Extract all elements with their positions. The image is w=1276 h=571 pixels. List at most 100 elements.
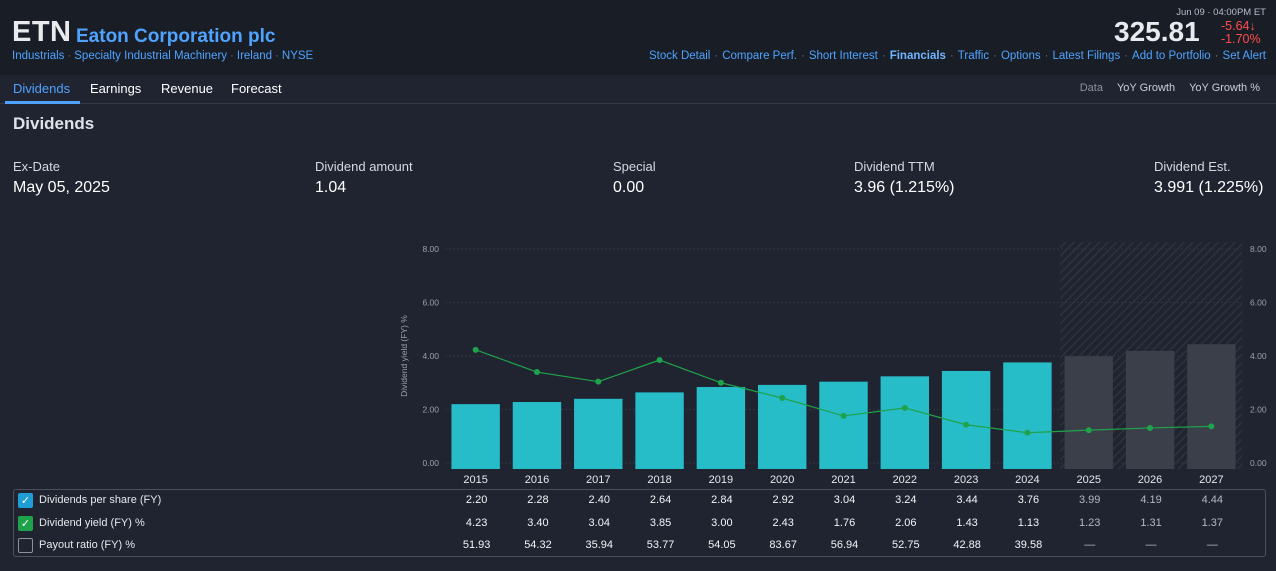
series-data-table: ✓ Dividends per share (FY) 2.20 2.28 2.40 2.6… bbox=[13, 489, 1266, 557]
series-value-2024: 3.76 bbox=[1017, 494, 1040, 506]
nav-link-short-interest[interactable]: Short Interest bbox=[808, 50, 878, 62]
yield-point-2024 bbox=[1024, 429, 1031, 436]
series-value-2027: — bbox=[1206, 539, 1218, 551]
series-value-2025: 3.99 bbox=[1079, 494, 1101, 506]
series-checkbox[interactable]: ✓ bbox=[18, 493, 33, 508]
series-label: Payout ratio (FY) % bbox=[39, 539, 135, 551]
series-value-2021: 3.04 bbox=[833, 494, 856, 506]
series-value-2027: 1.37 bbox=[1201, 516, 1224, 529]
bar-2017 bbox=[574, 398, 623, 469]
y-tick-label-right: 6.00 bbox=[1250, 298, 1267, 308]
series-value-2021: 1.76 bbox=[833, 516, 856, 529]
series-value-2019: 54.05 bbox=[708, 539, 736, 551]
nav-link-set-alert[interactable]: Set Alert bbox=[1222, 50, 1266, 62]
series-value-2025: — bbox=[1084, 539, 1096, 551]
stat-label-ex-date: Ex-Date bbox=[13, 159, 60, 174]
stock-header: ETN Eaton Corporation plc Industrials · S… bbox=[0, 0, 1276, 75]
yield-point-2027 bbox=[1208, 423, 1215, 430]
x-tick-label-2020: 2020 bbox=[770, 474, 794, 486]
x-tick-label-2026: 2026 bbox=[1138, 474, 1162, 486]
series-row-dividend-yield-fy: ✓ Dividend yield (FY) % 4.23 3.40 3.04 3.85 3.… bbox=[14, 513, 1267, 535]
y-tick-label-left: 4.00 bbox=[422, 351, 439, 361]
x-tick-label-2023: 2023 bbox=[954, 474, 978, 486]
series-checkbox[interactable] bbox=[18, 538, 33, 553]
stock-price: 325.81 bbox=[1114, 16, 1200, 47]
mode-data[interactable]: Data bbox=[1079, 82, 1103, 94]
bar-2022 bbox=[880, 376, 930, 469]
yield-point-2015 bbox=[472, 346, 479, 353]
series-value-2017: 35.94 bbox=[585, 539, 614, 551]
nav-link-compare-perf[interactable]: Compare Perf. bbox=[722, 50, 797, 62]
bar-2018 bbox=[635, 392, 684, 469]
series-value-2018: 2.64 bbox=[649, 494, 672, 506]
stat-value-dividend-ttm: 3.96 (1.215%) bbox=[854, 179, 955, 196]
series-label: Dividends per share (FY) bbox=[39, 494, 162, 506]
active-tab-indicator bbox=[5, 101, 80, 104]
x-tick-label-2021: 2021 bbox=[831, 474, 855, 486]
breadcrumb-industry[interactable]: Specialty Industrial Machinery bbox=[74, 50, 228, 62]
company-name-link[interactable]: Eaton Corporation plc bbox=[76, 26, 276, 47]
price-change-percent: -1.70% bbox=[1221, 32, 1261, 46]
nav-separator: · bbox=[714, 50, 719, 62]
nav-link-options[interactable]: Options bbox=[1000, 50, 1041, 62]
x-tick-label-2025: 2025 bbox=[1076, 474, 1100, 486]
series-value-2024: 39.58 bbox=[1014, 539, 1043, 551]
series-value-2019: 3.00 bbox=[711, 516, 733, 529]
y-tick-label-right: 0.00 bbox=[1250, 458, 1267, 468]
stat-label-dividend-ttm: Dividend TTM bbox=[854, 159, 935, 174]
series-value-2026: 1.31 bbox=[1140, 516, 1162, 529]
y-tick-label-left: 8.00 bbox=[422, 244, 439, 254]
tab-dividends[interactable]: Dividends bbox=[13, 81, 71, 96]
mode-yoy-growth-percent[interactable]: YoY Growth % bbox=[1189, 82, 1260, 94]
nav-link-financials[interactable]: Financials bbox=[889, 50, 946, 62]
yield-point-2021 bbox=[840, 412, 847, 419]
nav-link-traffic[interactable]: Traffic bbox=[957, 50, 990, 62]
series-value-2024: 1.13 bbox=[1017, 516, 1040, 529]
nav-link-stock-detail[interactable]: Stock Detail bbox=[648, 50, 711, 62]
nav-link-add-to-portfolio[interactable]: Add to Portfolio bbox=[1132, 50, 1211, 62]
tab-revenue[interactable]: Revenue bbox=[161, 81, 214, 96]
stock-nav: Stock Detail · Compare Perf. · Short Interes… bbox=[649, 50, 1266, 62]
tab-earnings[interactable]: Earnings bbox=[90, 81, 142, 96]
nav-link-latest-filings[interactable]: Latest Filings bbox=[1052, 50, 1121, 62]
breadcrumb-sector[interactable]: Industrials bbox=[12, 50, 65, 62]
series-value-2019: 2.84 bbox=[711, 494, 733, 506]
series-value-2022: 2.06 bbox=[895, 516, 917, 529]
bar-2021 bbox=[819, 381, 868, 469]
yield-point-2025 bbox=[1085, 427, 1092, 434]
quote-timestamp: Jun 09 · 04:00PM ET bbox=[1176, 7, 1266, 18]
series-value-2016: 54.32 bbox=[524, 539, 552, 551]
series-value-2020: 83.67 bbox=[769, 539, 797, 551]
breadcrumb-exchange[interactable]: NYSE bbox=[281, 50, 314, 62]
series-value-2023: 42.88 bbox=[953, 539, 981, 551]
tab-forecast[interactable]: Forecast bbox=[231, 81, 282, 96]
nav-separator: · bbox=[949, 50, 954, 62]
nav-separator: · bbox=[1044, 50, 1049, 62]
x-tick-label-2022: 2022 bbox=[893, 474, 917, 486]
series-row-dividends-per-share-fy: ✓ Dividends per share (FY) 2.20 2.28 2.40 2.6… bbox=[14, 490, 1267, 512]
series-value-2017: 2.40 bbox=[588, 494, 610, 506]
series-row-payout-ratio-fy: Payout ratio (FY) % 51.93 54.32 35.94 53.77 5… bbox=[14, 535, 1267, 557]
x-tick-label-2017: 2017 bbox=[586, 474, 610, 486]
series-value-2027: 4.44 bbox=[1201, 494, 1224, 506]
y-tick-label-left: 6.00 bbox=[422, 298, 439, 308]
nav-separator: · bbox=[800, 50, 805, 62]
bar-2015 bbox=[451, 404, 500, 469]
yield-point-2019 bbox=[717, 379, 724, 386]
series-value-2016: 3.40 bbox=[527, 516, 549, 529]
series-value-2020: 2.43 bbox=[772, 516, 794, 529]
series-value-2015: 2.20 bbox=[465, 494, 488, 506]
series-value-2018: 3.85 bbox=[649, 516, 672, 529]
stat-value-ex-date: May 05, 2025 bbox=[13, 179, 110, 196]
bar-2019 bbox=[696, 387, 746, 469]
series-checkbox[interactable]: ✓ bbox=[18, 515, 33, 531]
x-tick-label-2016: 2016 bbox=[525, 474, 549, 486]
breadcrumb-country[interactable]: Ireland bbox=[236, 50, 273, 62]
nav-separator: · bbox=[993, 50, 997, 62]
series-value-2021: 56.94 bbox=[830, 539, 859, 551]
x-tick-label-2015: 2015 bbox=[463, 474, 487, 486]
mode-yoy-growth[interactable]: YoY Growth bbox=[1116, 82, 1176, 94]
y-axis-label: Dividend yield (FY) % bbox=[399, 315, 409, 397]
x-tick-label-2024: 2024 bbox=[1015, 474, 1039, 486]
dividends-chart: 0.00 0.00 2.00 2.00 4.00 4.00 6.00 6.00 8.00 8.00… bbox=[399, 242, 1267, 486]
